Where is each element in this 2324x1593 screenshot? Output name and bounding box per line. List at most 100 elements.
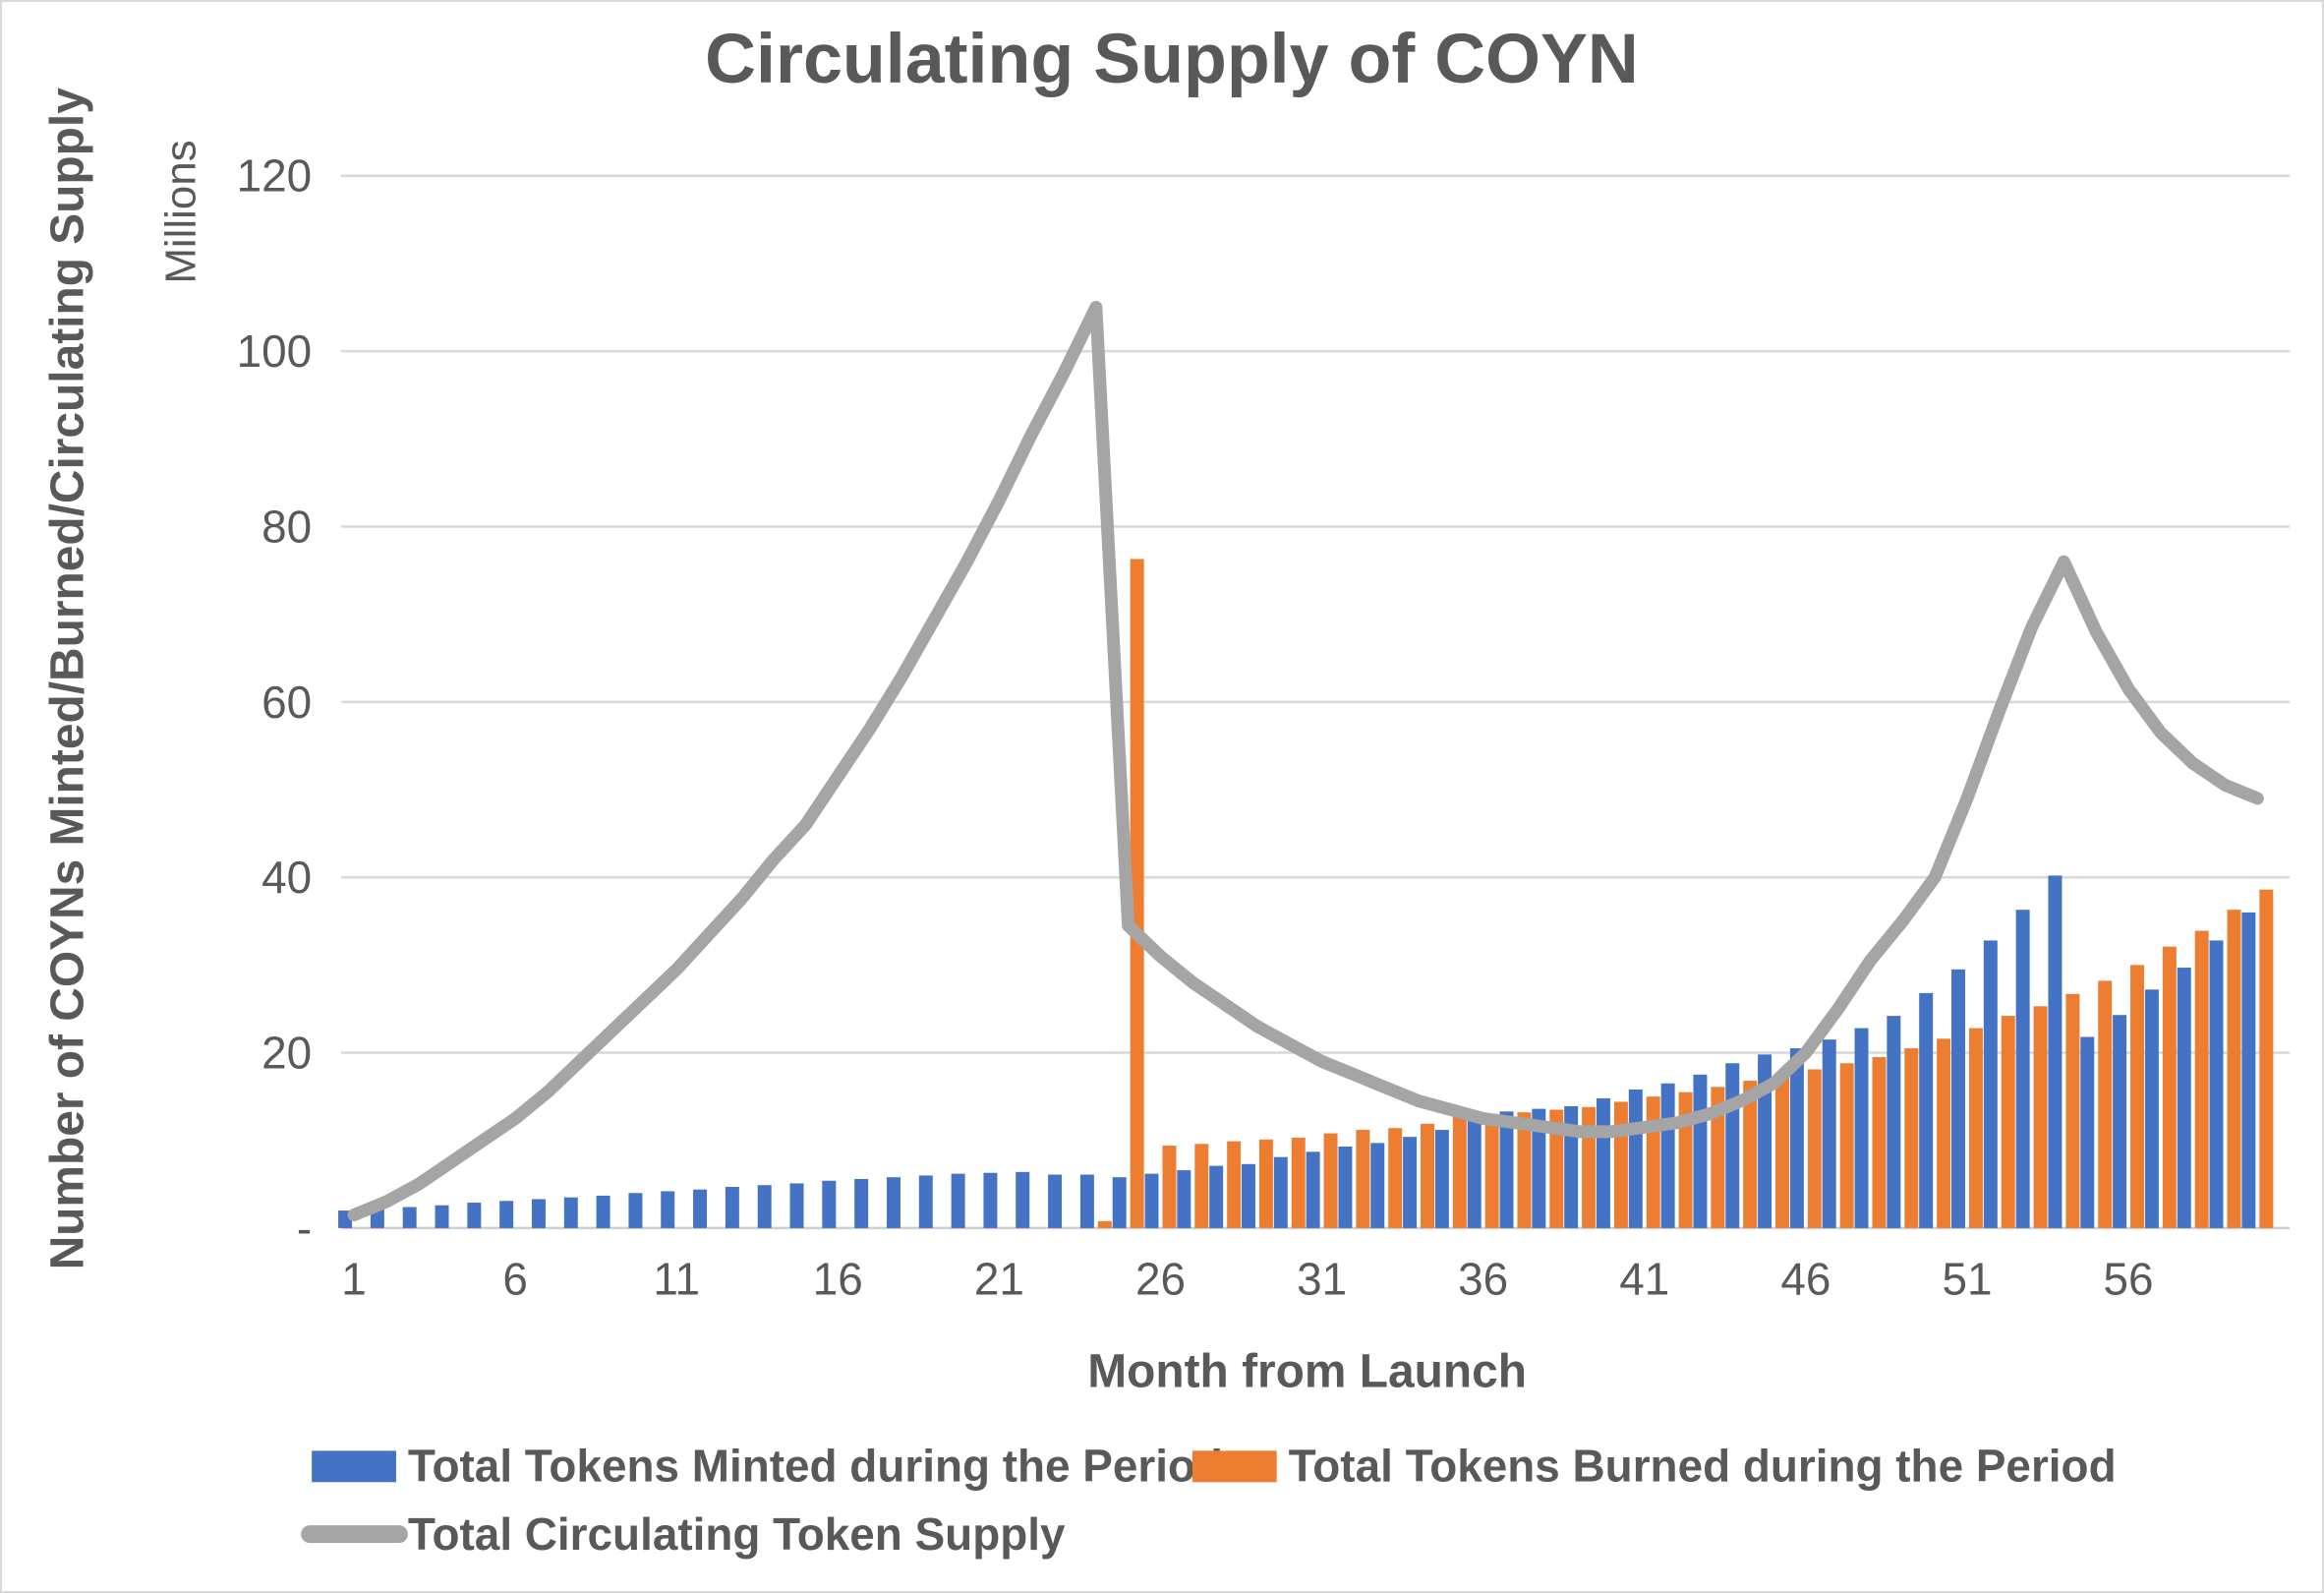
minted-bar-month-38 — [1532, 1108, 1546, 1228]
minted-bar-month-47 — [1822, 1039, 1836, 1228]
minted-bar-month-24 — [1079, 1174, 1094, 1228]
y-axis-title: Number of COYNs Minted/Burned/Circulatin… — [42, 88, 94, 1270]
minted-bar-month-18 — [886, 1177, 901, 1228]
x-tick-label-11: 11 — [653, 1254, 700, 1305]
burned-bar-month-44 — [1743, 1081, 1758, 1228]
y-tick-label-100: 100 — [237, 325, 313, 377]
x-tick-label-31: 31 — [1297, 1254, 1347, 1305]
minted-bar-month-37 — [1499, 1111, 1514, 1228]
burned-bar-month-48 — [1872, 1057, 1887, 1228]
minted-bar-month-20 — [951, 1173, 965, 1228]
x-axis-tick-labels: 1 6 11 16 21 26 31 36 41 46 51 56 — [341, 1254, 2153, 1305]
minted-bar-month-26 — [1144, 1173, 1159, 1228]
minted-bar-month-58 — [2177, 968, 2191, 1228]
minted-bar-month-30 — [1273, 1156, 1288, 1228]
x-tick-label-6: 6 — [502, 1254, 528, 1305]
minted-bar-month-29 — [1241, 1163, 1255, 1228]
y-tick-label-120: 120 — [237, 150, 313, 202]
burned-bar-month-33 — [1388, 1128, 1403, 1228]
burned-bar-month-50 — [1937, 1038, 1951, 1228]
minted-bar-month-14 — [757, 1185, 772, 1228]
minted-bar-month-8 — [563, 1197, 578, 1228]
minted-bar-month-32 — [1338, 1146, 1353, 1228]
minted-bar-month-13 — [725, 1186, 739, 1228]
minted-bar-month-53 — [2015, 910, 2030, 1228]
minted-bar-month-56 — [2113, 1015, 2127, 1228]
burned-bar-month-43 — [1711, 1087, 1725, 1228]
minted-bar-month-6 — [499, 1201, 514, 1228]
legend-minted-swatch — [312, 1450, 396, 1483]
x-tick-label-26: 26 — [1135, 1254, 1186, 1305]
burned-bar-month-31 — [1323, 1133, 1338, 1228]
burned-bar-month-47 — [1839, 1063, 1854, 1228]
supply-line-series — [347, 301, 2264, 1222]
burned-bar-month-57 — [2162, 946, 2177, 1228]
burned-bar-month-35 — [1452, 1116, 1467, 1228]
burned-bar-month-55 — [2098, 980, 2113, 1228]
legend: Total Tokens Minted during the Period To… — [301, 1440, 2117, 1560]
burned-bar-month-58 — [2194, 930, 2209, 1228]
burned-bar-month-34 — [1421, 1123, 1435, 1228]
x-tick-label-1: 1 — [341, 1254, 367, 1305]
burned-bar-month-40 — [1613, 1101, 1628, 1228]
minted-bar-month-7 — [531, 1199, 546, 1228]
minted-bar-month-50 — [1919, 992, 1934, 1228]
burned-bar-month-45 — [1775, 1075, 1790, 1228]
minted-bar-month-31 — [1306, 1151, 1320, 1228]
legend-burned-swatch — [1191, 1450, 1277, 1483]
minted-bars-series — [338, 875, 2256, 1228]
minted-bar-month-46 — [1789, 1048, 1804, 1228]
minted-bar-month-21 — [983, 1172, 998, 1228]
minted-bar-month-43 — [1693, 1074, 1708, 1228]
y-tick-label-40: 40 — [261, 852, 312, 903]
minted-bar-month-23 — [1048, 1174, 1063, 1228]
burned-bar-month-41 — [1646, 1096, 1660, 1228]
minted-bar-month-3 — [402, 1207, 417, 1228]
minted-bar-month-49 — [1887, 1016, 1901, 1228]
minted-bar-month-12 — [693, 1189, 708, 1228]
minted-bar-month-16 — [822, 1180, 837, 1228]
minted-bar-month-48 — [1854, 1028, 1869, 1228]
minted-bar-month-41 — [1628, 1090, 1643, 1228]
burned-bar-month-32 — [1356, 1130, 1370, 1228]
burned-bar-month-56 — [2130, 965, 2145, 1228]
chart-title: Circulating Supply of COYN — [705, 20, 1639, 98]
legend-burned-label: Total Tokens Burned during the Period — [1289, 1440, 2117, 1491]
burned-bar-month-24 — [1097, 1220, 1112, 1228]
burned-bar-month-46 — [1807, 1069, 1822, 1228]
burned-bar-month-36 — [1484, 1114, 1499, 1228]
burned-bar-month-25 — [1130, 559, 1144, 1228]
minted-bar-month-35 — [1434, 1130, 1449, 1228]
x-tick-label-36: 36 — [1458, 1254, 1508, 1305]
y-axis-units-label: Millions — [156, 140, 204, 283]
minted-bar-month-34 — [1403, 1137, 1418, 1228]
minted-bar-month-22 — [1016, 1171, 1030, 1228]
burned-bar-month-60 — [2259, 889, 2274, 1228]
y-tick-label-60: 60 — [261, 677, 312, 728]
minted-bar-month-36 — [1467, 1119, 1482, 1228]
minted-bar-month-57 — [2144, 989, 2159, 1228]
burned-bar-month-49 — [1904, 1048, 1919, 1228]
x-tick-label-46: 46 — [1780, 1254, 1830, 1305]
minted-bar-month-51 — [1951, 969, 1965, 1228]
minted-bar-month-27 — [1177, 1170, 1191, 1228]
x-tick-label-56: 56 — [2104, 1254, 2154, 1305]
y-axis-tick-labels: - 20 40 60 80 100 120 — [237, 150, 313, 1254]
minted-bar-month-33 — [1370, 1143, 1385, 1228]
burned-bar-month-38 — [1549, 1109, 1564, 1228]
minted-bar-month-9 — [596, 1195, 610, 1228]
burned-bar-month-26 — [1162, 1146, 1177, 1228]
y-tick-label-0: - — [297, 1203, 312, 1254]
burned-bar-month-27 — [1194, 1144, 1209, 1228]
x-tick-label-51: 51 — [1942, 1254, 1992, 1305]
minted-bar-month-54 — [2048, 875, 2063, 1228]
minted-bar-month-40 — [1597, 1097, 1610, 1228]
x-tick-label-41: 41 — [1619, 1254, 1669, 1305]
x-tick-label-21: 21 — [974, 1254, 1024, 1305]
burned-bar-month-53 — [2033, 1006, 2048, 1228]
burned-bar-month-51 — [1968, 1028, 1983, 1228]
minted-bar-month-25 — [1112, 1177, 1127, 1228]
